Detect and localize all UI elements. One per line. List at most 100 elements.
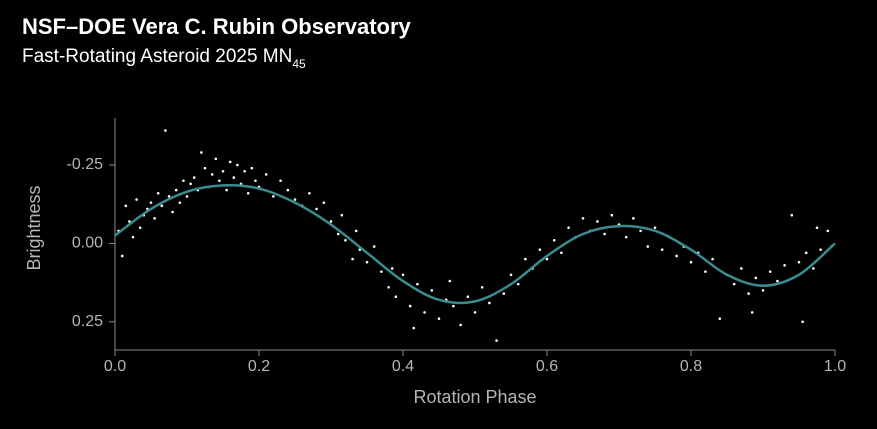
data-point — [646, 245, 650, 248]
data-point — [560, 251, 563, 255]
data-point — [768, 270, 772, 273]
data-point — [354, 229, 358, 233]
x-tick-label: 1.0 — [824, 358, 846, 375]
data-point — [711, 257, 714, 261]
data-point — [218, 179, 221, 183]
data-point — [192, 176, 196, 179]
data-point — [495, 339, 498, 342]
data-point — [473, 311, 477, 314]
subtitle-text: Fast-Rotating Asteroid 2025 MN — [22, 46, 292, 67]
x-tick-label: 0.4 — [392, 358, 414, 375]
data-point — [322, 201, 326, 204]
data-point — [174, 188, 178, 192]
data-point — [826, 229, 830, 233]
data-point — [516, 282, 520, 286]
data-point — [524, 257, 527, 261]
data-point — [351, 257, 354, 261]
data-point — [120, 254, 124, 258]
data-point — [135, 198, 138, 201]
data-point — [315, 207, 318, 211]
data-point — [639, 229, 642, 233]
x-tick-label: 0.2 — [248, 358, 270, 375]
data-point — [797, 260, 801, 264]
data-point — [581, 217, 585, 220]
data-point — [138, 226, 142, 230]
chart-title: NSF–DOE Vera C. Rubin Observatory — [22, 14, 412, 39]
data-point — [596, 220, 599, 223]
data-point — [452, 304, 455, 308]
data-point — [740, 267, 743, 270]
data-point — [272, 195, 275, 198]
data-point — [750, 311, 754, 314]
data-point — [128, 220, 131, 223]
y-tick-label: -0.25 — [67, 156, 104, 173]
data-point — [164, 129, 167, 132]
data-point — [488, 301, 491, 305]
data-point — [538, 248, 542, 251]
data-point — [178, 201, 182, 204]
data-point — [401, 273, 405, 277]
data-point — [416, 282, 419, 286]
data-point — [819, 248, 822, 251]
chart-subtitle: Fast-Rotating Asteroid 2025 MN45 — [22, 46, 306, 71]
data-point — [732, 282, 736, 286]
data-point — [423, 311, 426, 314]
data-point — [250, 166, 254, 170]
data-point — [210, 173, 214, 176]
data-point — [480, 285, 484, 289]
y-tick-label: 0.00 — [72, 235, 103, 252]
data-point — [610, 213, 614, 217]
data-point — [632, 217, 635, 220]
y-axis-label: Brightness — [24, 185, 44, 270]
data-point — [408, 304, 412, 308]
data-point — [182, 179, 185, 183]
data-point — [336, 232, 340, 236]
data-point — [214, 157, 218, 161]
x-tick-label: 0.0 — [104, 358, 126, 375]
x-axis-label: Rotation Phase — [413, 387, 536, 407]
data-point — [203, 166, 207, 170]
data-point — [783, 264, 786, 267]
data-point — [430, 289, 434, 292]
data-point — [448, 279, 452, 283]
data-point — [329, 220, 333, 223]
data-point — [747, 292, 750, 295]
data-point — [185, 195, 189, 198]
data-point — [776, 279, 779, 283]
data-point — [232, 176, 236, 179]
data-point — [156, 191, 160, 195]
data-point — [236, 163, 239, 167]
data-point — [675, 254, 678, 258]
data-point — [545, 257, 549, 261]
y-tick-label: 0.25 — [72, 313, 103, 330]
data-point — [189, 182, 192, 186]
fit-curve — [114, 184, 836, 305]
data-point — [812, 267, 815, 270]
data-point — [660, 248, 664, 251]
data-point — [624, 235, 628, 239]
data-point — [153, 217, 156, 220]
data-point — [167, 195, 171, 198]
data-point — [372, 245, 376, 248]
data-point — [754, 276, 758, 280]
data-point — [228, 160, 232, 164]
x-tick-label: 0.8 — [680, 358, 702, 375]
data-point — [387, 285, 390, 289]
data-point — [466, 295, 470, 299]
data-point — [718, 317, 722, 320]
data-point — [308, 191, 311, 195]
data-point — [243, 169, 246, 173]
data-point — [171, 210, 174, 214]
data-point — [221, 169, 225, 173]
data-point — [131, 235, 135, 239]
data-point — [293, 198, 297, 201]
data-point — [689, 260, 693, 264]
data-point — [412, 326, 416, 330]
data-point — [365, 260, 369, 264]
data-point — [567, 226, 570, 230]
data-point — [340, 213, 344, 217]
data-point — [815, 226, 819, 230]
data-point — [344, 238, 347, 242]
